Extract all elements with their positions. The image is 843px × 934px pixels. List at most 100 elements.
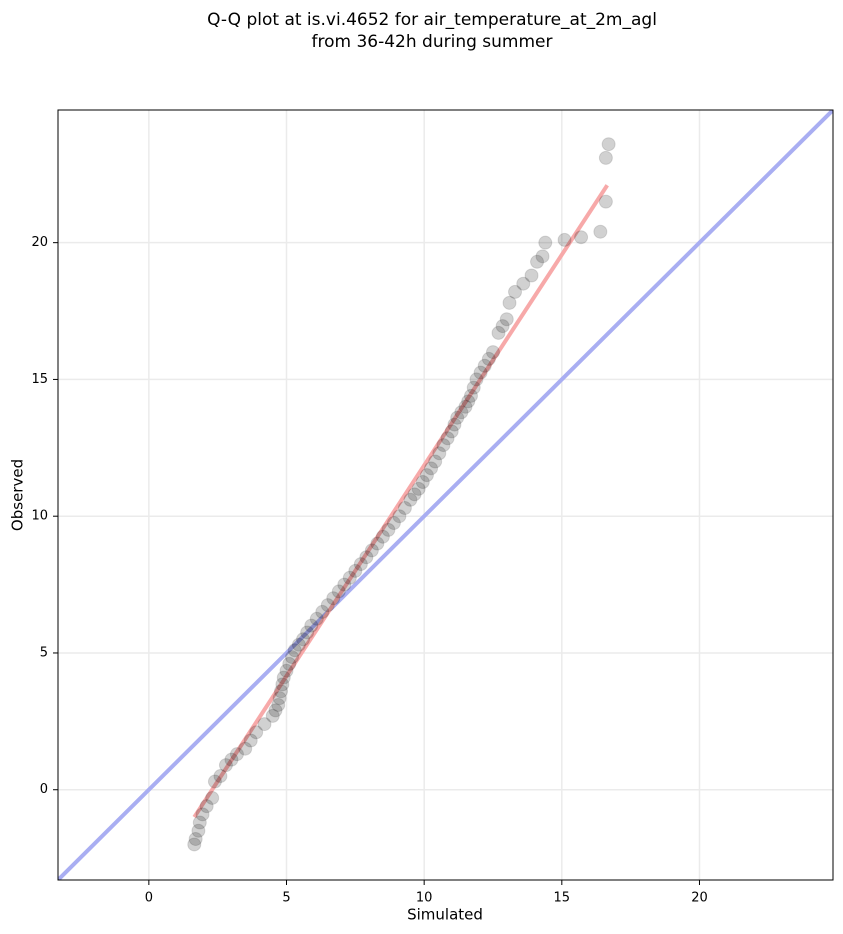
point — [499, 312, 514, 327]
point — [593, 224, 608, 239]
point — [444, 424, 459, 439]
point — [508, 284, 523, 299]
point — [415, 475, 430, 490]
point — [447, 417, 462, 432]
point — [224, 752, 239, 767]
point — [473, 365, 488, 380]
point — [516, 276, 531, 291]
point — [192, 815, 207, 830]
point — [419, 468, 434, 483]
point — [454, 405, 469, 420]
point — [207, 774, 222, 789]
point — [386, 516, 401, 531]
x-axis-label: Simulated — [407, 906, 483, 924]
point — [495, 319, 510, 334]
point — [411, 481, 426, 496]
point — [296, 632, 311, 647]
point — [218, 758, 233, 773]
point — [397, 500, 412, 515]
point — [524, 268, 539, 283]
point — [342, 570, 357, 585]
point — [238, 741, 253, 756]
point — [275, 677, 290, 692]
x-tick-label: 10 — [416, 891, 433, 906]
point — [491, 325, 506, 340]
point — [450, 410, 465, 425]
point — [276, 670, 291, 685]
reference-line — [58, 110, 833, 880]
point — [187, 837, 202, 852]
point — [440, 431, 455, 446]
plot-area — [58, 110, 833, 880]
point — [353, 557, 368, 572]
point — [535, 249, 550, 264]
point — [272, 691, 287, 706]
point — [304, 618, 319, 633]
point — [364, 543, 379, 558]
point — [392, 509, 407, 524]
point — [428, 454, 443, 469]
point — [359, 550, 374, 565]
chart-title: Q-Q plot at is.vi.4652 for air_temperatu… — [207, 10, 657, 30]
point — [432, 446, 447, 461]
point — [477, 358, 492, 373]
point — [274, 684, 289, 699]
point — [463, 388, 478, 403]
x-tick-label: 20 — [691, 891, 708, 906]
point — [287, 643, 302, 658]
point — [205, 790, 220, 805]
plot-frame — [57, 109, 834, 881]
point — [481, 351, 496, 366]
x-tick-label: 15 — [554, 891, 571, 906]
point — [424, 461, 439, 476]
point — [407, 487, 422, 502]
point — [291, 637, 306, 652]
x-tick-label: 5 — [282, 891, 290, 906]
point — [458, 399, 473, 414]
point — [195, 807, 210, 822]
point — [461, 394, 476, 409]
point — [243, 733, 258, 748]
point — [309, 611, 324, 626]
point — [370, 536, 385, 551]
point — [249, 725, 264, 740]
point — [285, 650, 300, 665]
point — [403, 492, 418, 507]
point — [502, 295, 517, 310]
point — [213, 769, 228, 784]
point — [557, 232, 572, 247]
point — [282, 656, 297, 671]
y-tick-label: 5 — [40, 645, 48, 660]
point — [326, 591, 341, 606]
y-tick-label: 20 — [31, 235, 48, 250]
point — [331, 584, 346, 599]
point — [381, 522, 396, 537]
point — [530, 254, 545, 269]
chart-title: from 36-42h during summer — [312, 32, 553, 52]
y-tick-label: 10 — [31, 509, 48, 524]
point — [574, 230, 589, 245]
point — [601, 137, 616, 152]
y-axis-label: Observed — [9, 459, 27, 531]
point — [485, 345, 500, 360]
point — [268, 703, 283, 718]
point — [229, 747, 244, 762]
point — [188, 831, 203, 846]
x-tick-label: 0 — [145, 891, 153, 906]
point — [337, 577, 352, 592]
point — [466, 380, 481, 395]
point — [300, 625, 315, 640]
point — [271, 697, 286, 712]
point — [199, 799, 214, 814]
point — [436, 438, 451, 453]
point — [375, 529, 390, 544]
point — [257, 717, 272, 732]
point — [320, 598, 335, 613]
point — [348, 563, 363, 578]
point — [315, 604, 330, 619]
point — [598, 150, 613, 165]
point — [191, 823, 206, 838]
y-tick-label: 15 — [31, 372, 48, 387]
point — [469, 372, 484, 387]
